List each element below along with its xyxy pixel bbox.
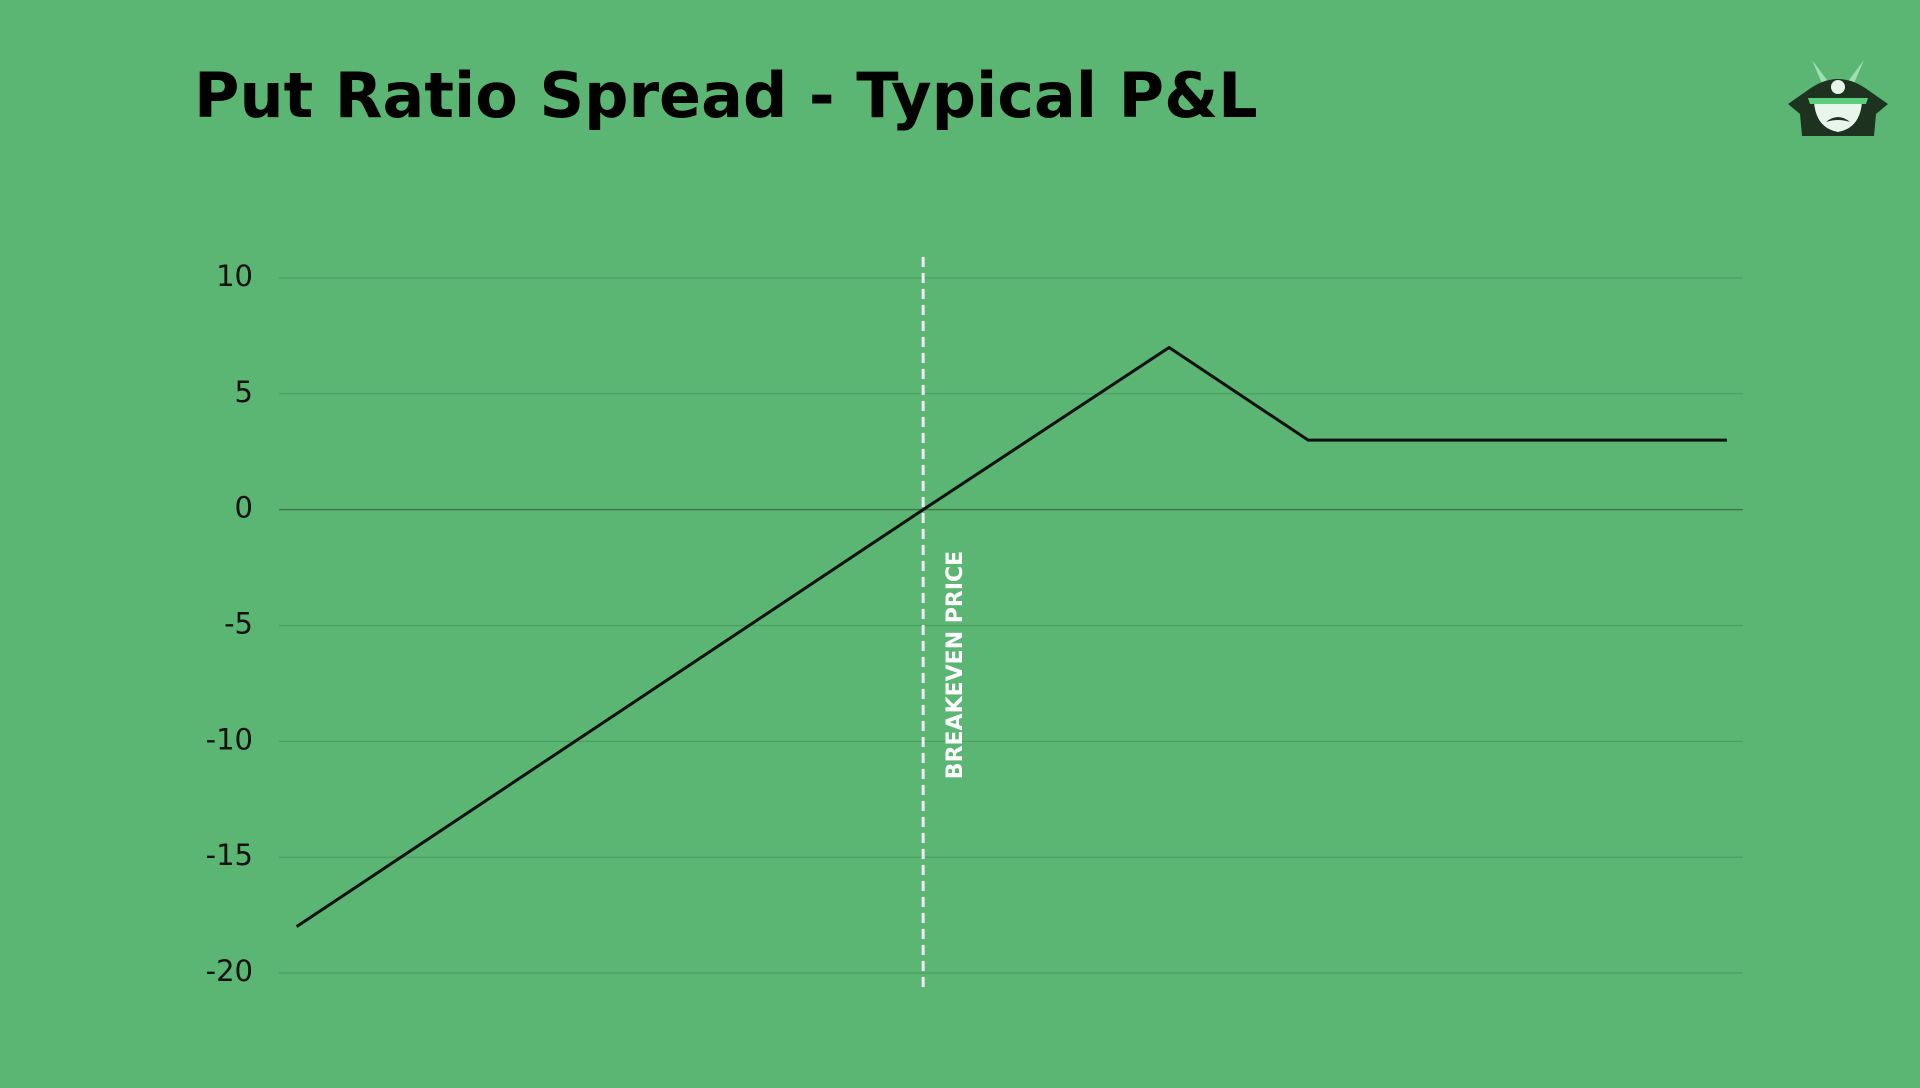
y-tick-label: -20 [206, 954, 253, 988]
logo [1788, 60, 1888, 136]
y-tick-label: -5 [224, 607, 253, 641]
annotation: BREAKEVEN PRICE [943, 551, 968, 779]
y-tick-label: -10 [206, 722, 253, 756]
y-tick-label: 0 [235, 491, 253, 525]
chart-title: Put Ratio Spread - Typical P&L [194, 59, 1258, 132]
y-tick-label: 10 [216, 259, 253, 293]
y-tick-label: -15 [206, 838, 253, 872]
line [295, 346, 1727, 928]
y-tick-label: 5 [235, 375, 253, 409]
